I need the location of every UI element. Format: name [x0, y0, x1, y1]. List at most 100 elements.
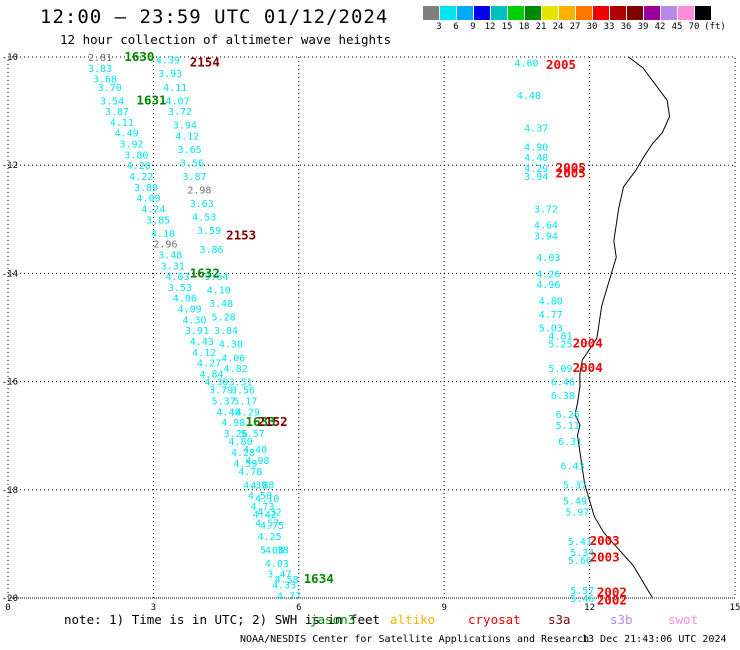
color-swatch: [541, 6, 558, 20]
color-swatch: [422, 6, 439, 20]
wave-height-label: 5.08: [260, 545, 284, 556]
pass-time-label: 2003: [590, 549, 620, 564]
wave-height-label: 4.30: [204, 378, 228, 389]
wave-height-label: 3.94: [534, 232, 558, 243]
wave-height-label: 4.77: [539, 310, 563, 321]
wave-height-label: 5.11: [556, 421, 580, 432]
color-swatch: [592, 6, 609, 20]
coastline: [574, 56, 671, 599]
pass-time-label: 2002: [597, 585, 627, 600]
color-scale-label: 39: [637, 22, 649, 32]
pass-time-label: 2002: [597, 593, 627, 608]
wave-height-label: 4.80: [539, 296, 563, 307]
y-tick-label: -14: [2, 269, 18, 279]
wave-height-label: 4.07: [166, 96, 190, 107]
color-swatch: [609, 6, 626, 20]
color-scale-label: 21: [535, 22, 547, 32]
wave-height-label: 5.66: [568, 556, 592, 567]
wave-height-label: 4.32: [258, 507, 282, 518]
wave-height-label: 3.72: [534, 204, 558, 215]
wave-height-label: 4.38: [265, 545, 289, 556]
wave-height-label: 4.81: [548, 332, 572, 343]
wave-height-label: 4.30: [219, 340, 243, 351]
wave-height-label: 4.11: [163, 83, 187, 94]
wave-height-label: 3.70: [98, 83, 122, 94]
satellite-legend-item: s3b: [610, 612, 633, 627]
wave-height-label: 4.48: [524, 153, 548, 164]
pass-time-label: 1631: [136, 92, 166, 107]
wave-height-label: 3.92: [119, 140, 143, 151]
color-swatch: [694, 6, 711, 20]
wave-height-label: 3.51: [229, 378, 253, 389]
wave-height-label: 4.57: [255, 518, 279, 529]
wave-height-label: 4.25: [258, 532, 282, 543]
wave-height-label: 4.53: [192, 213, 216, 224]
wave-height-label: 4.29: [524, 164, 548, 175]
wave-height-label: 5.97: [565, 507, 589, 518]
wave-height-label: 4.80: [229, 437, 253, 448]
pass-time-label: 2004: [573, 336, 603, 351]
color-swatch: [575, 6, 592, 20]
x-tick-label: 12: [584, 603, 595, 613]
wave-height-label: 3.94: [173, 121, 197, 132]
wave-height-label: 3.47: [267, 570, 291, 581]
wave-height-label: 4.42: [253, 510, 277, 521]
pass-time-label: 2005: [546, 57, 576, 72]
wave-height-label: 3.59: [197, 226, 221, 237]
color-scale-label: 9: [470, 22, 476, 32]
wave-height-label: 3.80: [124, 150, 148, 161]
wave-height-label: 5.57: [241, 429, 265, 440]
wave-height-label: 5.03: [539, 324, 563, 335]
wave-height-label: 4.39: [156, 56, 180, 67]
wave-height-label: 3.26: [224, 429, 248, 440]
wave-height-label: 4.90: [524, 142, 548, 153]
wave-height-label: 2.96: [153, 240, 177, 251]
color-scale-label: 30: [586, 22, 598, 32]
pass-time-label: 2152: [258, 414, 288, 429]
wave-height-label: 4.48: [216, 407, 240, 418]
wave-height-label: 3.83: [88, 64, 112, 75]
wave-height-label: 4.77: [277, 591, 301, 602]
wave-height-label: 5.37: [212, 397, 236, 408]
wave-height-label: 4.10: [255, 494, 279, 505]
pass-time-label: 2005: [556, 165, 586, 180]
wave-height-label: 3.79: [209, 386, 233, 397]
pass-time-label: 2154: [190, 54, 220, 69]
pass-time-label: 1632: [190, 265, 220, 280]
satellite-legend-item: altiko: [390, 612, 436, 627]
wave-height-label: 3.65: [178, 145, 202, 156]
credit-text: NOAA/NESDIS Center for Satellite Applica…: [240, 634, 590, 645]
wave-height-label: 3.56: [231, 386, 255, 397]
wave-height-label: 4.29: [236, 407, 260, 418]
x-tick-label: 0: [5, 603, 10, 613]
pass-time-label: 1630: [124, 49, 154, 64]
wave-height-label: 3.89: [134, 183, 158, 194]
wave-height-label: 5.17: [233, 397, 257, 408]
color-scale-label: 24: [552, 22, 564, 32]
wave-height-label: 5.28: [212, 313, 236, 324]
pass-time-labels: 1630 215416312153163216332152163420052005…: [124, 49, 627, 608]
coastline-path: [574, 56, 671, 599]
wave-height-label: 3.53: [168, 283, 192, 294]
footnote: note: 1) Time is in UTC; 2) SWH is in fe…: [64, 612, 381, 627]
wave-height-label: 4.64: [534, 221, 558, 232]
wave-height-label: 4.88: [250, 480, 274, 491]
wave-height-label: 3.85: [146, 215, 170, 226]
wave-height-label: 4.27: [197, 359, 221, 370]
wave-height-label: 3.72: [168, 107, 192, 118]
wave-height-label: 4.09: [136, 194, 160, 205]
wave-height-label: 4.40: [243, 445, 267, 456]
color-scale-label: 36: [620, 22, 632, 32]
wave-height-label: 4.75: [260, 521, 284, 532]
wave-height-label: 4.12: [175, 131, 199, 142]
color-scale-label: 42: [654, 22, 666, 32]
satellite-legend-item: swot: [668, 612, 699, 627]
x-tick-label: 6: [296, 603, 301, 613]
color-scale-unit: (ft): [704, 22, 726, 32]
wave-height-label: 4.98: [245, 456, 269, 467]
wave-height-label: 5.41: [568, 537, 592, 548]
wave-height-label: 3.68: [93, 75, 117, 86]
pass-time-label: 2153: [226, 228, 256, 243]
wave-height-label: 4.28: [231, 448, 255, 459]
